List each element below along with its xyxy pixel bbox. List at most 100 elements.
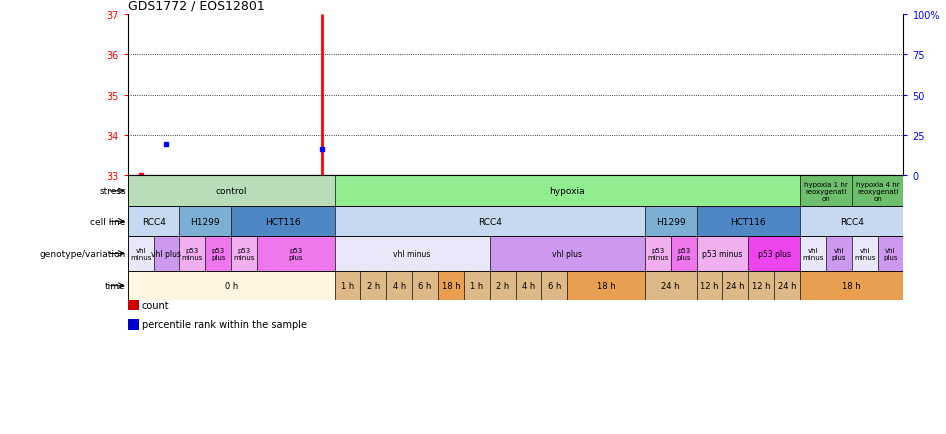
- Text: control: control: [216, 187, 247, 196]
- Bar: [490, 175, 516, 176]
- Bar: [231, 207, 335, 237]
- Bar: [541, 271, 568, 301]
- Bar: [490, 271, 516, 301]
- Bar: [593, 175, 619, 176]
- Bar: [205, 237, 231, 271]
- Text: GDS1772 / EOS12801: GDS1772 / EOS12801: [128, 0, 265, 13]
- Text: 6 h: 6 h: [418, 282, 431, 290]
- Bar: [128, 175, 153, 176]
- Bar: [360, 271, 386, 301]
- Bar: [335, 237, 490, 271]
- Bar: [412, 271, 438, 301]
- Text: 24 h: 24 h: [778, 282, 797, 290]
- Bar: [464, 271, 490, 301]
- Bar: [231, 237, 257, 271]
- Bar: [671, 175, 696, 176]
- Bar: [748, 271, 774, 301]
- Bar: [231, 175, 257, 176]
- Text: time: time: [105, 282, 126, 290]
- Text: vhl plus: vhl plus: [552, 250, 583, 258]
- Text: p53 plus: p53 plus: [758, 250, 791, 258]
- Text: 2 h: 2 h: [367, 282, 380, 290]
- Text: vhl
plus: vhl plus: [884, 247, 898, 260]
- Bar: [800, 237, 826, 271]
- Text: vhl
minus: vhl minus: [130, 247, 151, 260]
- Bar: [386, 271, 412, 301]
- Bar: [153, 237, 180, 271]
- Bar: [723, 271, 748, 301]
- Bar: [800, 207, 903, 237]
- Bar: [360, 175, 386, 176]
- Bar: [645, 271, 696, 301]
- Bar: [619, 175, 645, 176]
- Bar: [283, 175, 308, 176]
- Bar: [516, 175, 541, 176]
- Bar: [438, 271, 464, 301]
- Bar: [490, 237, 645, 271]
- Text: p53
plus: p53 plus: [211, 247, 225, 260]
- Text: 12 h: 12 h: [752, 282, 770, 290]
- Text: 2 h: 2 h: [496, 282, 509, 290]
- Bar: [878, 237, 903, 271]
- Bar: [180, 237, 205, 271]
- Text: p53
plus: p53 plus: [676, 247, 691, 260]
- Text: p53 minus: p53 minus: [702, 250, 743, 258]
- Text: vhl
minus: vhl minus: [854, 247, 875, 260]
- Bar: [800, 175, 826, 176]
- Text: 12 h: 12 h: [700, 282, 719, 290]
- Bar: [671, 237, 696, 271]
- Bar: [438, 175, 464, 176]
- Bar: [335, 271, 360, 301]
- Text: vhl plus: vhl plus: [151, 250, 182, 258]
- Bar: [516, 271, 541, 301]
- Bar: [748, 237, 800, 271]
- Bar: [851, 176, 903, 207]
- Text: p53
minus: p53 minus: [234, 247, 254, 260]
- Bar: [878, 175, 903, 176]
- Text: 1 h: 1 h: [341, 282, 354, 290]
- Bar: [257, 175, 283, 176]
- Bar: [335, 175, 360, 176]
- Text: 4 h: 4 h: [522, 282, 535, 290]
- Text: HCT116: HCT116: [265, 217, 301, 226]
- Text: H1299: H1299: [190, 217, 220, 226]
- Text: H1299: H1299: [656, 217, 686, 226]
- Bar: [774, 175, 800, 176]
- Bar: [464, 175, 490, 176]
- Bar: [335, 176, 800, 207]
- Bar: [645, 237, 671, 271]
- Bar: [800, 176, 851, 207]
- Text: HCT116: HCT116: [730, 217, 766, 226]
- Text: 4 h: 4 h: [393, 282, 406, 290]
- Bar: [696, 207, 800, 237]
- Text: p53
minus: p53 minus: [182, 247, 203, 260]
- Text: vhl
minus: vhl minus: [802, 247, 824, 260]
- Text: hypoxia 1 hr
reoxygenati
on: hypoxia 1 hr reoxygenati on: [804, 181, 848, 201]
- Text: 24 h: 24 h: [727, 282, 745, 290]
- Bar: [205, 175, 231, 176]
- Text: hypoxia 4 hr
reoxygenati
on: hypoxia 4 hr reoxygenati on: [856, 181, 900, 201]
- Bar: [696, 237, 748, 271]
- Text: 24 h: 24 h: [661, 282, 680, 290]
- Bar: [180, 175, 205, 176]
- Bar: [335, 207, 645, 237]
- Text: p53
plus: p53 plus: [289, 247, 303, 260]
- Text: genotype/variation: genotype/variation: [40, 250, 126, 258]
- Text: 6 h: 6 h: [548, 282, 561, 290]
- Bar: [774, 271, 800, 301]
- Text: 1 h: 1 h: [470, 282, 483, 290]
- Text: percentile rank within the sample: percentile rank within the sample: [142, 320, 307, 329]
- Text: count: count: [142, 300, 169, 310]
- Bar: [568, 271, 645, 301]
- Bar: [696, 175, 723, 176]
- Bar: [541, 175, 568, 176]
- Bar: [696, 271, 723, 301]
- Bar: [128, 176, 335, 207]
- Bar: [386, 175, 412, 176]
- Bar: [851, 237, 878, 271]
- Bar: [128, 207, 180, 237]
- Bar: [800, 271, 903, 301]
- Bar: [645, 207, 696, 237]
- Bar: [308, 175, 335, 176]
- Text: vhl
plus: vhl plus: [832, 247, 846, 260]
